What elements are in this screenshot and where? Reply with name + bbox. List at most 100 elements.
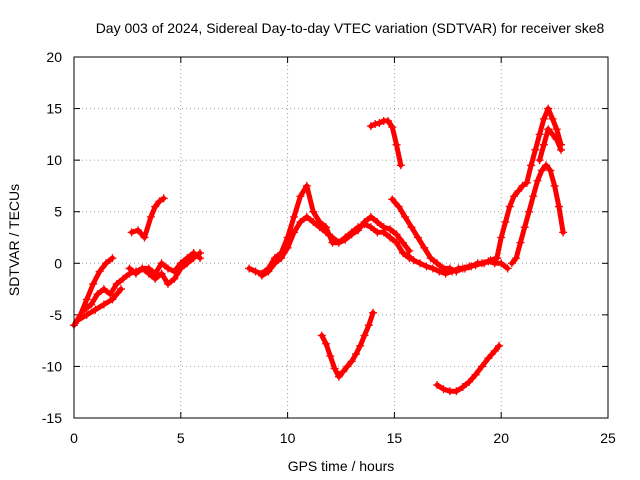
- x-tick-label: 5: [177, 430, 185, 446]
- data-point: [542, 161, 551, 170]
- y-tick-label: -5: [50, 307, 63, 323]
- data-point: [144, 269, 153, 278]
- data-point: [290, 212, 299, 221]
- data-point: [490, 346, 499, 355]
- y-tick-label: -15: [42, 410, 62, 426]
- data-point: [356, 341, 365, 350]
- data-point: [364, 321, 373, 330]
- data-point: [371, 120, 380, 129]
- data-series: [70, 104, 568, 396]
- data-point: [529, 192, 538, 201]
- data-point: [127, 228, 136, 237]
- data-point: [176, 264, 185, 273]
- data-point: [283, 243, 292, 252]
- data-point: [334, 238, 343, 247]
- data-point: [537, 166, 546, 175]
- data-point: [277, 254, 286, 263]
- data-point: [151, 274, 160, 283]
- series-arc-5: [127, 194, 168, 242]
- data-point: [369, 308, 378, 317]
- data-point: [95, 267, 104, 276]
- series-arc-2: [74, 285, 125, 325]
- data-point: [322, 228, 331, 237]
- data-point: [420, 243, 429, 252]
- data-point: [302, 181, 311, 190]
- data-point: [196, 248, 205, 257]
- data-point: [257, 271, 266, 280]
- data-point: [302, 212, 311, 221]
- data-point: [465, 377, 474, 386]
- data-point: [157, 269, 166, 278]
- data-point: [416, 259, 425, 268]
- data-point: [155, 197, 164, 206]
- data-point: [189, 254, 198, 263]
- data-point: [108, 295, 117, 304]
- x-tick-label: 20: [493, 430, 509, 446]
- series-line: [75, 286, 124, 323]
- data-point: [435, 267, 444, 276]
- data-point: [559, 228, 568, 237]
- data-point: [366, 223, 375, 232]
- y-tick-label: 5: [54, 204, 62, 220]
- data-point: [170, 274, 179, 283]
- data-point: [366, 122, 375, 131]
- data-point: [486, 256, 495, 265]
- data-point: [448, 267, 457, 276]
- data-point: [334, 372, 343, 381]
- series-line: [82, 250, 203, 313]
- data-point: [497, 233, 506, 242]
- data-point: [138, 264, 147, 273]
- series-arc-8: [317, 308, 378, 381]
- data-point: [522, 178, 531, 187]
- data-point: [112, 279, 121, 288]
- data-point: [102, 259, 111, 268]
- data-point: [426, 254, 435, 263]
- data-point: [93, 290, 102, 299]
- data-point: [407, 223, 416, 232]
- data-point: [546, 166, 555, 175]
- data-point: [317, 331, 326, 340]
- data-point: [492, 254, 501, 263]
- data-point: [163, 279, 172, 288]
- data-point: [388, 123, 397, 132]
- data-point: [557, 145, 566, 154]
- data-point: [460, 264, 469, 273]
- data-point: [82, 310, 91, 319]
- data-point: [354, 226, 363, 235]
- series-arc-11: [403, 251, 501, 278]
- data-point: [495, 341, 504, 350]
- data-point: [533, 176, 542, 185]
- series-arc-15: [535, 125, 566, 165]
- data-point: [544, 125, 553, 134]
- x-tick-label: 15: [387, 430, 403, 446]
- y-tick-label: 20: [46, 49, 62, 65]
- data-point: [134, 226, 143, 235]
- data-point: [403, 251, 412, 260]
- data-point: [398, 248, 407, 257]
- data-point: [539, 114, 548, 123]
- y-tick-label: 0: [54, 255, 62, 271]
- data-point: [106, 290, 115, 299]
- series-arc-3: [80, 248, 205, 314]
- series-arc-12: [433, 341, 504, 396]
- data-point: [484, 354, 493, 363]
- data-point: [548, 114, 557, 123]
- data-point: [386, 225, 395, 234]
- data-point: [157, 259, 166, 268]
- series-arc-13: [492, 104, 566, 263]
- data-point: [183, 259, 192, 268]
- series-arc-9: [366, 116, 405, 170]
- data-point: [347, 357, 356, 366]
- data-point: [516, 238, 525, 247]
- data-point: [409, 256, 418, 265]
- axis-ticks: 0 5 10 15 20 25 -15 -10 -5 0 5 10 15 20: [42, 49, 616, 446]
- y-tick-label: 15: [46, 101, 62, 117]
- data-point: [527, 161, 536, 170]
- data-point: [383, 116, 392, 125]
- data-point: [550, 181, 559, 190]
- data-point: [539, 140, 548, 149]
- data-point: [552, 125, 561, 134]
- data-point: [290, 228, 299, 237]
- data-point: [343, 362, 352, 371]
